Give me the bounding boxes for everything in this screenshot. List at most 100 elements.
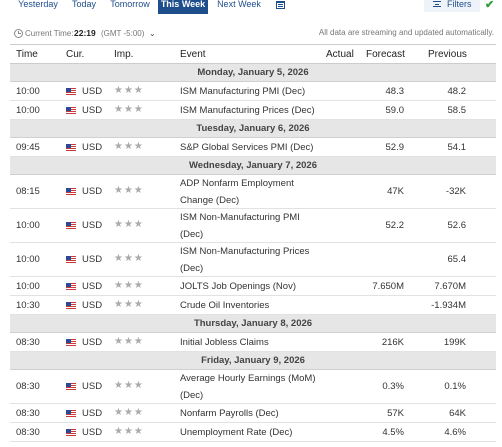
us-flag-icon [66, 144, 76, 151]
importance-stars-icon: ★★★ [114, 219, 144, 230]
importance-stars-icon: ★★★ [114, 85, 144, 96]
event-time: 08:30 [16, 381, 40, 392]
event-currency: USD [82, 427, 103, 438]
event-name[interactable]: Initial Jobless Claims [180, 337, 269, 348]
us-flag-icon [66, 429, 76, 436]
event-forecast: 47K [387, 186, 404, 197]
event-currency: USD [82, 408, 103, 419]
event-forecast: 59.0 [385, 105, 405, 116]
table-row[interactable]: 10:00 USD ★★★ ISM Non-Manufacturing Pric… [10, 243, 496, 277]
tab-tomorrow[interactable]: Tomorrow [110, 0, 150, 9]
event-currency: USD [82, 186, 103, 197]
event-name[interactable]: Average Hourly Earnings (MoM) (Dec) [180, 373, 316, 401]
col-currency: Cur. [66, 49, 85, 60]
calendar-grid: Monday, January 5, 2026 10:00 USD ★★★ IS… [10, 64, 496, 442]
importance-stars-icon: ★★★ [114, 380, 144, 391]
event-previous: 4.6% [444, 427, 466, 438]
current-time-bar: Current Time: 22:19 (GMT -5:00) ⌄ All da… [0, 27, 502, 41]
event-forecast: 4.5% [382, 427, 404, 438]
event-previous: 65.4 [447, 254, 467, 265]
us-flag-icon [66, 107, 76, 114]
filters-button[interactable]: Filters [424, 0, 480, 12]
event-name[interactable]: ADP Nonfarm Employment Change (Dec) [180, 178, 294, 206]
tab-today[interactable]: Today [71, 0, 97, 9]
event-time: 10:00 [16, 220, 40, 231]
event-name[interactable]: Unemployment Rate (Dec) [180, 427, 293, 438]
event-name[interactable]: Nonfarm Payrolls (Dec) [180, 408, 279, 419]
event-forecast: 7.650M [372, 281, 404, 292]
us-flag-icon [66, 256, 76, 263]
event-name[interactable]: Crude Oil Inventories [180, 300, 270, 311]
event-time: 08:30 [16, 427, 40, 438]
checkmark-icon: ✔ [485, 0, 495, 11]
table-row[interactable]: 10:00 USD ★★★ ISM Manufacturing PMI (Dec… [10, 82, 496, 101]
us-flag-icon [66, 283, 76, 290]
calendar-icon[interactable] [276, 1, 285, 9]
filter-icon [433, 1, 441, 7]
event-name[interactable]: ISM Non-Manufacturing PMI (Dec) [180, 212, 300, 240]
table-row[interactable]: 08:30 USD ★★★ Nonfarm Payrolls (Dec) 57K… [10, 404, 496, 423]
event-currency: USD [82, 300, 103, 311]
table-row[interactable]: 08:30 USD ★★★ Unemployment Rate (Dec) 4.… [10, 423, 496, 442]
event-previous: 54.1 [447, 142, 467, 153]
importance-stars-icon: ★★★ [114, 185, 144, 196]
event-previous: 0.1% [444, 381, 466, 392]
current-time-label: Current Time: [25, 29, 74, 38]
event-previous: 64K [449, 408, 466, 419]
table-row[interactable]: 08:30 USD ★★★ Initial Jobless Claims 216… [10, 333, 496, 352]
importance-stars-icon: ★★★ [114, 407, 144, 418]
timezone-selector[interactable]: (GMT -5:00) [101, 29, 145, 38]
event-time: 09:45 [16, 142, 40, 153]
event-name[interactable]: S&P Global Services PMI (Dec) [180, 142, 314, 153]
event-forecast: 216K [381, 337, 404, 348]
col-time: Time [16, 49, 38, 60]
event-previous: -32K [445, 186, 466, 197]
event-time: 10:00 [16, 105, 40, 116]
importance-stars-icon: ★★★ [114, 104, 144, 115]
table-row[interactable]: 09:45 USD ★★★ S&P Global Services PMI (D… [10, 138, 496, 157]
tab-next-week[interactable]: Next Week [217, 0, 261, 9]
day-header: Thursday, January 8, 2026 [10, 315, 496, 333]
table-row[interactable]: 10:00 USD ★★★ JOLTS Job Openings (Nov) 7… [10, 277, 496, 296]
event-name[interactable]: JOLTS Job Openings (Nov) [180, 281, 296, 292]
us-flag-icon [66, 222, 76, 229]
event-currency: USD [82, 337, 103, 348]
table-row[interactable]: 10:00 USD ★★★ ISM Non-Manufacturing PMI … [10, 209, 496, 243]
event-currency: USD [82, 105, 103, 116]
event-time: 08:30 [16, 337, 40, 348]
us-flag-icon [66, 410, 76, 417]
col-forecast: Forecast [366, 49, 405, 60]
event-time: 10:30 [16, 300, 40, 311]
chevron-down-icon[interactable]: ⌄ [149, 29, 156, 38]
day-header: Tuesday, January 6, 2026 [10, 120, 496, 138]
event-previous: -1.934M [431, 300, 466, 311]
table-row[interactable]: 10:30 USD ★★★ Crude Oil Inventories -1.9… [10, 296, 496, 315]
us-flag-icon [66, 383, 76, 390]
tab-this-week[interactable]: This Week [158, 0, 208, 14]
day-header: Friday, January 9, 2026 [10, 352, 496, 370]
us-flag-icon [66, 339, 76, 346]
col-actual: Actual [326, 49, 354, 60]
event-previous: 199K [443, 337, 466, 348]
table-row[interactable]: 08:30 USD ★★★ Average Hourly Earnings (M… [10, 370, 496, 404]
event-time: 08:15 [16, 186, 40, 197]
event-forecast: 52.9 [385, 142, 405, 153]
event-name[interactable]: ISM Manufacturing Prices (Dec) [180, 105, 315, 116]
streaming-note: All data are streaming and updated autom… [318, 28, 494, 37]
col-previous: Previous [428, 49, 467, 60]
event-forecast: 48.3 [385, 86, 405, 97]
event-name[interactable]: ISM Manufacturing PMI (Dec) [180, 86, 306, 97]
us-flag-icon [66, 302, 76, 309]
importance-stars-icon: ★★★ [114, 299, 144, 310]
current-time-value: 22:19 [74, 28, 96, 38]
event-name[interactable]: ISM Non-Manufacturing Prices (Dec) [180, 246, 310, 274]
table-row[interactable]: 08:15 USD ★★★ ADP Nonfarm Employment Cha… [10, 175, 496, 209]
table-row[interactable]: 10:00 USD ★★★ ISM Manufacturing Prices (… [10, 101, 496, 120]
table-header: Time Cur. Imp. Event Actual Forecast Pre… [10, 44, 496, 64]
filters-label: Filters [447, 0, 472, 9]
tab-yesterday[interactable]: Yesterday [18, 0, 58, 9]
event-currency: USD [82, 381, 103, 392]
event-currency: USD [82, 142, 103, 153]
event-time: 10:00 [16, 254, 40, 265]
event-forecast: 0.3% [382, 381, 404, 392]
